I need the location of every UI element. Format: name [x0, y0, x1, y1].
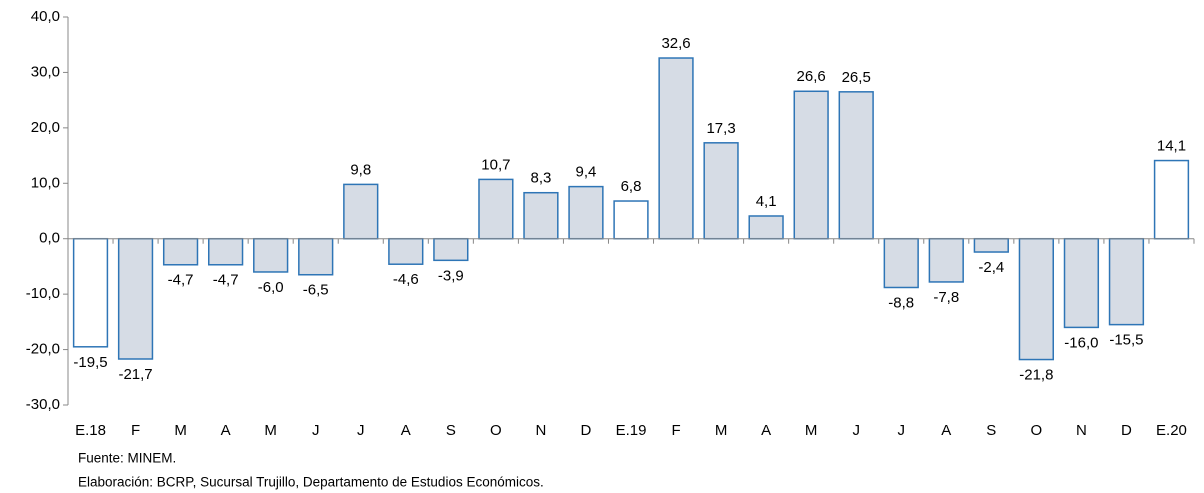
- value-label: -15,5: [1109, 332, 1143, 349]
- y-tick-label: -30,0: [26, 396, 60, 413]
- value-label: -6,5: [303, 282, 329, 299]
- value-label: -4,6: [393, 271, 419, 288]
- bar: [298, 237, 334, 276]
- value-label: 8,3: [530, 170, 551, 187]
- bar: [523, 191, 559, 240]
- bar: [973, 237, 1009, 253]
- x-tick-label: J: [897, 422, 905, 439]
- value-label: -3,9: [438, 267, 464, 284]
- bar: [703, 142, 739, 240]
- y-tick-label: 0,0: [39, 230, 60, 247]
- x-tick-label: A: [401, 422, 411, 439]
- bar: [658, 57, 694, 240]
- x-tick-label: F: [671, 422, 680, 439]
- x-tick-label: S: [446, 422, 456, 439]
- value-label: -21,8: [1019, 367, 1053, 384]
- y-tick-label: -10,0: [26, 285, 60, 302]
- bar: [568, 185, 604, 240]
- value-label: 9,8: [350, 161, 371, 178]
- x-tick-label: N: [1076, 422, 1087, 439]
- x-tick-label: F: [131, 422, 140, 439]
- bar: [388, 237, 424, 265]
- x-tick-label: J: [357, 422, 365, 439]
- bar: [117, 237, 154, 360]
- x-tick-label: D: [1121, 422, 1132, 439]
- x-tick-label: O: [1031, 422, 1043, 439]
- bar: [1153, 159, 1190, 240]
- source-note: Fuente: MINEM.: [78, 451, 176, 466]
- bar: [253, 237, 289, 273]
- value-label: -8,8: [888, 294, 914, 311]
- x-tick-label: M: [715, 422, 728, 439]
- bar: [883, 237, 919, 289]
- value-label: 6,8: [621, 178, 642, 195]
- y-tick-label: 40,0: [31, 8, 60, 25]
- x-tick-label: J: [312, 422, 320, 439]
- value-label: 10,7: [481, 156, 510, 173]
- bar: [748, 215, 784, 240]
- value-label: 4,1: [756, 193, 777, 210]
- value-label: 14,1: [1157, 138, 1186, 155]
- value-label: -16,0: [1064, 334, 1098, 351]
- bar: [1063, 237, 1100, 329]
- x-tick-label: M: [264, 422, 277, 439]
- value-label: 26,6: [797, 68, 826, 85]
- bar: [72, 237, 109, 348]
- x-tick-label: A: [941, 422, 951, 439]
- x-tick-label: E.19: [616, 422, 647, 439]
- y-tick-label: 20,0: [31, 119, 60, 136]
- x-tick-label: A: [221, 422, 231, 439]
- bar: [208, 237, 244, 266]
- value-label: -6,0: [258, 279, 284, 296]
- x-tick-label: N: [535, 422, 546, 439]
- bar: [478, 178, 514, 240]
- value-label: -7,8: [933, 289, 959, 306]
- x-tick-label: O: [490, 422, 502, 439]
- value-label: 26,5: [842, 69, 871, 86]
- bar: [613, 200, 649, 240]
- value-label: -4,7: [168, 272, 194, 289]
- value-label: -19,5: [73, 354, 107, 371]
- y-tick-label: 10,0: [31, 174, 60, 191]
- y-tick-label: 30,0: [31, 63, 60, 80]
- x-tick-label: M: [174, 422, 187, 439]
- value-label: 17,3: [706, 120, 735, 137]
- x-tick-label: A: [761, 422, 771, 439]
- x-tick-label: D: [581, 422, 592, 439]
- bar: [838, 91, 874, 240]
- bar: [928, 237, 964, 283]
- value-label: 9,4: [576, 164, 597, 181]
- value-label: -2,4: [978, 259, 1004, 276]
- x-tick-label: S: [986, 422, 996, 439]
- y-tick-label: -20,0: [26, 341, 60, 358]
- x-tick-label: M: [805, 422, 818, 439]
- bar: [162, 237, 199, 266]
- bar: [793, 90, 829, 240]
- x-tick-label: E.20: [1156, 422, 1187, 439]
- bar: [343, 183, 379, 240]
- value-label: -21,7: [118, 366, 152, 383]
- value-label: -4,7: [213, 272, 239, 289]
- bar: [433, 237, 469, 262]
- x-tick-label: E.18: [75, 422, 106, 439]
- x-tick-label: J: [852, 422, 860, 439]
- value-label: 32,6: [661, 35, 690, 52]
- bar: [1018, 237, 1054, 361]
- credit-note: Elaboración: BCRP, Sucursal Trujillo, De…: [78, 475, 544, 490]
- bar: [1108, 237, 1145, 326]
